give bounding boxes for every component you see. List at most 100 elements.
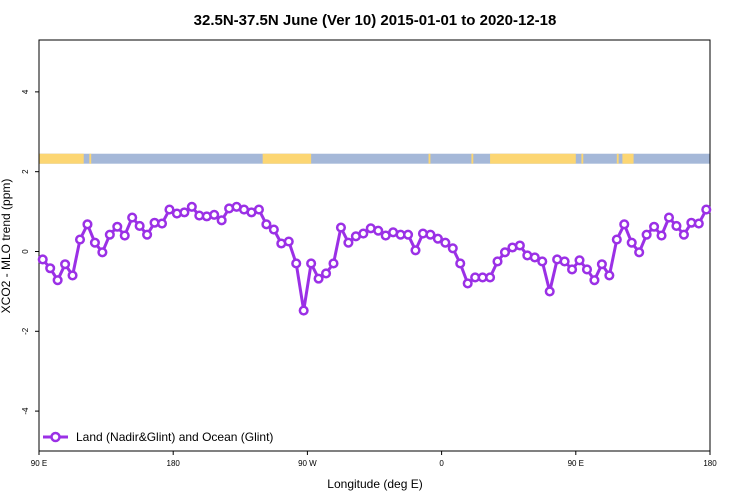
data-point <box>619 219 630 230</box>
x-tick-label: 90 E <box>568 459 584 468</box>
data-point <box>82 219 93 230</box>
data-point <box>291 258 302 269</box>
data-point <box>693 218 704 229</box>
data-point <box>581 264 593 275</box>
data-point <box>119 230 130 241</box>
plot-frame <box>38 39 711 452</box>
data-point <box>514 240 525 251</box>
data-point <box>67 270 78 281</box>
data-point <box>626 237 637 248</box>
data-point <box>641 229 652 240</box>
data-point <box>447 243 458 254</box>
land-segment <box>581 153 584 164</box>
data-point <box>462 278 473 289</box>
y-tick-label: 2 <box>21 169 30 174</box>
data-point <box>328 258 339 269</box>
data-point <box>537 256 548 267</box>
data-point <box>611 234 622 245</box>
data-point <box>74 234 86 245</box>
land-segment <box>471 153 474 164</box>
surface-type-band <box>39 153 710 164</box>
data-point <box>358 228 369 239</box>
land-segment <box>39 153 84 164</box>
data-point <box>156 218 168 229</box>
data-point <box>335 222 347 233</box>
data-point <box>112 221 123 232</box>
data-point <box>567 264 578 275</box>
data-point <box>268 224 279 235</box>
data-point <box>455 258 466 269</box>
legend: Land (Nadir&Glint) and Ocean (Glint) <box>43 430 273 444</box>
data-point <box>656 230 667 241</box>
data-point <box>298 305 309 316</box>
data-point <box>649 221 660 232</box>
x-tick-label: 180 <box>167 459 181 468</box>
data-point <box>485 272 496 283</box>
data-point <box>209 209 220 220</box>
land-segment <box>622 153 634 164</box>
x-axis-ticks: 90 E 180 90 W 0 90 E 180 <box>31 451 717 468</box>
data-point <box>596 259 607 270</box>
data-point <box>97 247 108 258</box>
y-tick-label: 4 <box>21 89 30 94</box>
data-point <box>529 252 540 263</box>
x-tick-label: 90 W <box>298 459 317 468</box>
land-segment <box>89 153 92 164</box>
data-point <box>678 229 689 240</box>
data-point <box>127 212 138 223</box>
data-point <box>37 254 48 265</box>
legend-marker-swatch <box>50 431 61 443</box>
data-point <box>701 204 712 215</box>
data-point <box>432 233 443 244</box>
land-segment <box>262 153 312 164</box>
x-tick-label: 90 E <box>31 459 47 468</box>
x-axis-label: Longitude (deg E) <box>327 477 422 491</box>
data-point <box>440 237 451 248</box>
data-point <box>142 229 153 240</box>
data-point <box>60 259 71 270</box>
chart-title: 32.5N-37.5N June (Ver 10) 2015-01-01 to … <box>194 12 557 29</box>
data-point <box>499 247 511 258</box>
data-point <box>589 275 600 286</box>
data-point <box>634 247 645 258</box>
y-axis-ticks: -4 -2 0 2 4 <box>21 89 39 415</box>
data-point <box>663 212 675 223</box>
data-point <box>544 286 555 297</box>
data-point <box>45 263 56 274</box>
data-point <box>671 220 682 231</box>
data-point <box>261 219 272 230</box>
data-point <box>134 220 145 231</box>
x-tick-label: 0 <box>439 459 444 468</box>
data-point <box>403 229 414 240</box>
data-point <box>216 215 227 226</box>
ocean-band <box>39 153 710 164</box>
data-point <box>104 229 115 240</box>
land-segment <box>616 153 619 164</box>
data-point <box>89 237 100 248</box>
data-point <box>313 273 324 284</box>
land-segment <box>428 153 431 164</box>
data-point <box>410 245 421 256</box>
data-point <box>253 204 264 215</box>
data-point <box>559 256 570 267</box>
y-axis-label: XCO2 - MLO trend (ppm) <box>0 179 13 314</box>
data-point <box>425 229 436 240</box>
legend-entry-label: Land (Nadir&Glint) and Ocean (Glint) <box>76 430 273 444</box>
y-tick-label: -2 <box>21 327 30 335</box>
y-tick-label: 0 <box>21 249 30 254</box>
data-point <box>306 258 317 269</box>
land-segment <box>490 153 576 164</box>
data-point <box>52 275 63 286</box>
data-point <box>186 201 197 212</box>
data-point <box>343 237 354 248</box>
data-point <box>492 256 503 267</box>
x-tick-label: 180 <box>703 459 717 468</box>
data-point <box>373 225 384 236</box>
data-point <box>179 207 190 218</box>
data-point <box>604 270 615 281</box>
data-point <box>320 268 332 279</box>
data-point <box>283 236 294 247</box>
data-point <box>574 255 585 266</box>
